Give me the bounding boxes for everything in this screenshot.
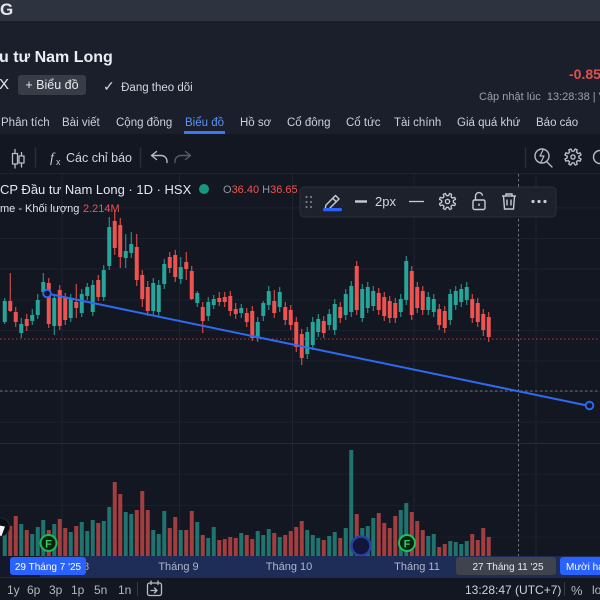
svg-text:Tháng 11: Tháng 11 [394, 561, 440, 573]
svg-text:1y: 1y [7, 583, 20, 597]
svg-text:Tháng 10: Tháng 10 [266, 561, 312, 573]
svg-text:CP Đầu tư Nam Long · 1D · HSX: CP Đầu tư Nam Long · 1D · HSX [0, 182, 192, 197]
svg-text:2px: 2px [375, 194, 396, 209]
svg-text:F: F [404, 539, 411, 551]
svg-text:6p: 6p [27, 583, 41, 597]
svg-text:29 Tháng 7 '25: 29 Tháng 7 '25 [15, 562, 82, 573]
svg-text:27 Tháng 11 '25: 27 Tháng 11 '25 [472, 562, 543, 573]
svg-text:Mười hai: Mười hai [566, 562, 600, 573]
svg-text:f: f [50, 151, 56, 166]
svg-text:Các chỉ báo: Các chỉ báo [66, 151, 132, 165]
svg-text:F: F [45, 539, 52, 551]
svg-text:13:28:47 (UTC+7): 13:28:47 (UTC+7) [465, 583, 561, 597]
svg-text:log: log [592, 583, 600, 597]
svg-text:3p: 3p [49, 583, 63, 597]
svg-text:1p: 1p [71, 583, 85, 597]
svg-text:Tháng 9: Tháng 9 [158, 561, 198, 573]
svg-text:x: x [56, 157, 61, 167]
svg-text:O36.40 H36.65: O36.40 H36.65 [223, 184, 298, 196]
svg-text:%: % [571, 583, 583, 598]
svg-text:5n: 5n [94, 583, 107, 597]
svg-text:1n: 1n [118, 583, 131, 597]
svg-text:me - Khối lượng: me - Khối lượng [0, 203, 79, 215]
svg-text:2.214M: 2.214M [83, 203, 120, 215]
